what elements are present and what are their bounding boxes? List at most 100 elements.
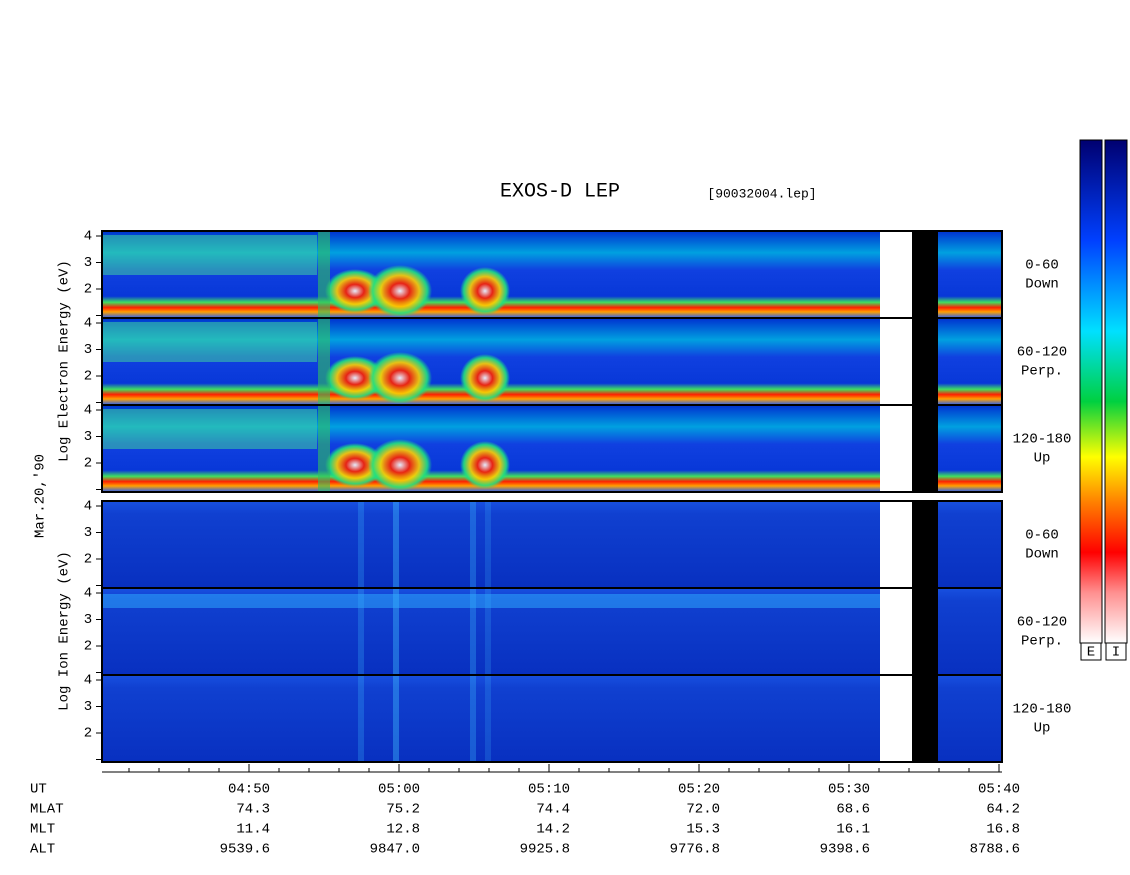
electron-axis-label: Log Electron Energy (eV): [57, 260, 73, 462]
y-tick-label: 3: [84, 255, 92, 271]
y-tick-label: 4: [84, 403, 92, 419]
colorbar: [1104, 139, 1128, 644]
time-table-value: 68.6: [836, 802, 870, 818]
time-table-value: 75.2: [386, 802, 420, 818]
time-table-value: 05:20: [678, 782, 720, 798]
time-table-value: 12.8: [386, 822, 420, 838]
white-gap: [880, 675, 912, 762]
y-tick-label: 4: [84, 499, 92, 515]
row-label: ALT: [30, 842, 55, 858]
y-tick-label: 4: [84, 316, 92, 332]
row-label: UT: [30, 782, 47, 798]
ion-axis-label: Log Ion Energy (eV): [57, 551, 73, 711]
spectrogram-streak: [470, 675, 476, 762]
panel-range: 60-120: [1017, 615, 1067, 631]
time-table-value: 14.2: [536, 822, 570, 838]
time-table-value: 64.2: [986, 802, 1020, 818]
row-label: MLT: [30, 822, 55, 838]
spectrogram: [938, 318, 1002, 405]
white-gap: [880, 231, 912, 318]
data-gap: [912, 675, 938, 762]
y-tick-label: 3: [84, 342, 92, 358]
spectrogram-band: [102, 594, 880, 608]
spectrogram-streak: [358, 588, 364, 675]
spectrogram-streak: [470, 588, 476, 675]
date-label: Mar.20,'90: [33, 454, 49, 538]
time-table-value: 9847.0: [370, 842, 420, 858]
y-tick-label: 3: [84, 429, 92, 445]
white-gap: [880, 318, 912, 405]
time-table-value: 05:30: [828, 782, 870, 798]
spectrogram-streak: [470, 501, 476, 588]
spectrogram: [102, 675, 880, 762]
spectrogram: [102, 501, 880, 588]
panel-direction: Up: [1034, 451, 1051, 467]
data-gap: [912, 501, 938, 588]
spectrogram-streak: [393, 675, 399, 762]
time-table-value: 74.4: [536, 802, 570, 818]
panel-range: 60-120: [1017, 345, 1067, 361]
spectrogram: [938, 675, 1002, 762]
time-table-value: 9539.6: [220, 842, 270, 858]
spectrogram-streak: [358, 501, 364, 588]
panel-range: 120-180: [1013, 702, 1072, 718]
y-tick-label: 2: [84, 369, 92, 385]
panel-range: 120-180: [1013, 432, 1072, 448]
time-table-value: 04:50: [228, 782, 270, 798]
time-table-value: 74.3: [236, 802, 270, 818]
panel-direction: Up: [1034, 721, 1051, 737]
y-tick-label: 3: [84, 525, 92, 541]
spectrogram-burst: [325, 269, 385, 313]
time-table-value: 05:40: [978, 782, 1020, 798]
y-tick-label: 3: [84, 612, 92, 628]
time-table-value: 9398.6: [820, 842, 870, 858]
spectrogram-cold: [102, 322, 317, 362]
spectrogram: [938, 231, 1002, 318]
time-table-value: 8788.6: [970, 842, 1020, 858]
white-gap: [880, 405, 912, 492]
y-tick-label: 2: [84, 456, 92, 472]
colorbar-box: [1080, 642, 1102, 661]
spectrogram-burst: [460, 441, 510, 489]
row-label: MLAT: [30, 802, 64, 818]
time-table-value: 72.0: [686, 802, 720, 818]
spectrogram-burst: [460, 267, 510, 315]
y-tick-label: 4: [84, 673, 92, 689]
panel-direction: Down: [1025, 547, 1059, 563]
colorbar-box: [1105, 642, 1127, 661]
spectrogram-burst: [325, 443, 385, 487]
spectrogram-burst: [325, 356, 385, 400]
spectrogram-streak: [485, 588, 491, 675]
spectrogram-streak: [393, 588, 399, 675]
time-table-value: 9776.8: [670, 842, 720, 858]
panel-direction: Perp.: [1021, 364, 1063, 380]
spectrogram-burst: [368, 352, 432, 404]
y-tick-label: 3: [84, 699, 92, 715]
y-tick-label: 4: [84, 229, 92, 245]
white-gap: [880, 501, 912, 588]
spectrogram: [938, 405, 1002, 492]
time-table-value: 9925.8: [520, 842, 570, 858]
spectrogram-cold: [102, 235, 317, 275]
spectrogram-streak: [485, 501, 491, 588]
data-gap: [912, 318, 938, 405]
spectrogram-stripe: [318, 318, 330, 405]
spectrogram-burst: [368, 439, 432, 491]
data-gap: [912, 588, 938, 675]
y-tick-label: 2: [84, 726, 92, 742]
colorbar: [1079, 139, 1103, 644]
data-gap: [912, 405, 938, 492]
spectrogram-cold: [102, 409, 317, 449]
y-tick-label: 4: [84, 586, 92, 602]
y-tick-label: 2: [84, 639, 92, 655]
panel-range: 0-60: [1025, 528, 1059, 544]
spectrogram: [938, 501, 1002, 588]
time-table-value: 16.8: [986, 822, 1020, 838]
y-tick-label: 2: [84, 552, 92, 568]
panel-frame: [101, 404, 1003, 493]
time-table-value: 16.1: [836, 822, 870, 838]
data-gap: [912, 231, 938, 318]
spectrogram-burst: [368, 265, 432, 317]
title: EXOS-D LEP: [500, 180, 620, 203]
panel-direction: Perp.: [1021, 634, 1063, 650]
